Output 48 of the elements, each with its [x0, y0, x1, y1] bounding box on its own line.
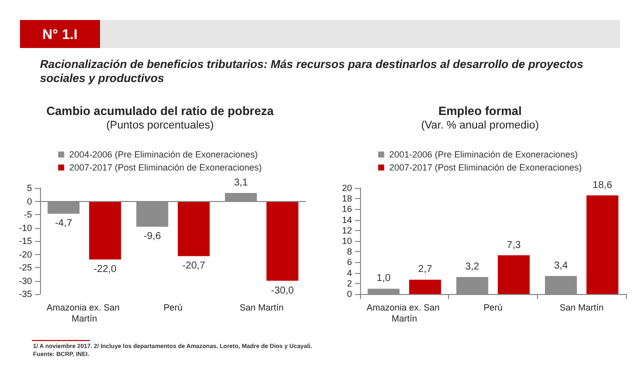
y-tick-label: 4 — [346, 268, 352, 278]
y-tick-label: -5 — [24, 210, 32, 220]
x-tick-label: San Martín — [240, 302, 284, 312]
text: N° 1.I — [20, 20, 100, 48]
data-label: -20,7 — [182, 260, 206, 272]
data-label: 2,7 — [418, 264, 432, 276]
x-tick-label: Perú — [483, 302, 503, 312]
legend-label: 2007-2017 (Post Eliminación de Exoneraciones) — [389, 162, 582, 172]
chart-title: Empleo formal — [438, 104, 522, 118]
y-tick-label: 10 — [342, 236, 352, 246]
text: Racionalización de beneficios tributarios: Más recursos para destinarlos al desarrollo de proyectos sociales y productivos — [40, 58, 584, 86]
data-label: 3,1 — [234, 178, 248, 189]
y-tick-label: 8 — [346, 246, 352, 257]
y-tick-label: 12 — [342, 225, 352, 236]
legend-label: 2004-2006 (Pre Eliminación de Exoneraciones) — [69, 150, 258, 160]
x-tick-label: San Martín — [560, 302, 604, 312]
y-tick-label: -20 — [18, 249, 32, 260]
chart-title: Cambio acumulado del ratio de pobreza — [46, 104, 274, 118]
legend-label: 2007-2017 (Post Eliminación de Exoneraciones) — [69, 162, 262, 172]
y-tick-label: 14 — [342, 214, 352, 225]
x-tick-label: Amazonia ex. San Martín — [46, 302, 122, 324]
data-label: -30,0 — [271, 285, 294, 296]
x-tick-label: Amazonia ex. San Martín — [366, 302, 442, 324]
y-tick-label: -10 — [18, 222, 32, 233]
y-tick-label: 0 — [26, 196, 32, 206]
data-label: -9,6 — [144, 231, 162, 242]
data-label: -22,0 — [94, 264, 117, 276]
y-tick-label: 20 — [342, 183, 352, 193]
data-label: 3,2 — [465, 262, 480, 273]
y-tick-label: 5 — [26, 183, 32, 193]
data-label: -4,7 — [54, 218, 73, 230]
data-label: 1,0 — [376, 273, 391, 284]
y-tick-label: -15 — [18, 236, 32, 246]
y-tick-label: -25 — [18, 262, 32, 272]
y-tick-label: 16 — [342, 204, 352, 214]
y-tick-label: 18 — [342, 194, 352, 204]
chart-subtitle: (Puntos porcentuales) — [106, 120, 214, 132]
y-tick-label: -30 — [18, 276, 32, 286]
y-tick-label: 2 — [346, 278, 352, 288]
data-label: 3,4 — [554, 260, 568, 272]
y-tick-label: 6 — [346, 257, 352, 268]
legend-label: 2001-2006 (Pre Eliminación de Exoneraciones) — [389, 150, 578, 160]
y-tick-label: -35 — [18, 289, 32, 299]
data-label: 18,6 — [592, 180, 613, 191]
x-tick-label: Perú — [163, 302, 183, 312]
chart-subtitle: (Var. % anual promedio) — [421, 120, 539, 132]
data-label: 7,3 — [506, 240, 522, 251]
y-tick-label: 0 — [346, 289, 352, 299]
